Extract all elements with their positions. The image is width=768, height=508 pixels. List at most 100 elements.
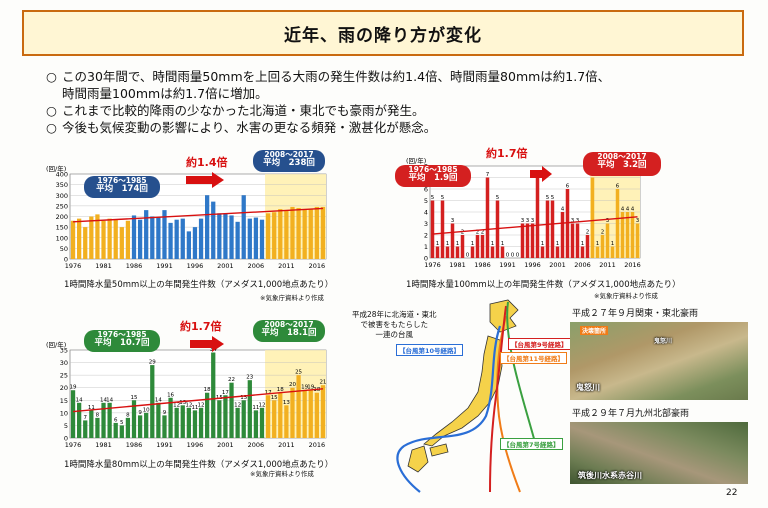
typhoon-route-map xyxy=(396,299,537,493)
bar xyxy=(302,209,307,259)
y-tick-label: 250 xyxy=(56,202,68,210)
data-label: 21 xyxy=(319,380,326,386)
bullet-item: ○ この30年間で、時間雨量50mmを上回る大雨の発生件数は約1.4倍、時間雨量8… xyxy=(46,68,746,85)
data-label: 15 xyxy=(131,395,138,401)
bar xyxy=(101,220,106,259)
page-title: 近年、雨の降り方が変化 xyxy=(22,10,744,56)
bar xyxy=(180,218,185,259)
x-tick-label: 1981 xyxy=(95,262,112,270)
bar xyxy=(198,407,204,438)
data-label: 6 xyxy=(616,184,620,190)
chart-caption: 1時間降水量100mm以上の年間発生件数（アメダス1,000地点あたり） xyxy=(406,280,681,290)
data-label: 14 xyxy=(100,397,107,403)
bar xyxy=(535,177,540,258)
bar xyxy=(89,216,94,259)
bar xyxy=(259,219,265,259)
bar xyxy=(174,219,179,259)
bar xyxy=(470,246,475,258)
map-annotation: 平成28年に北海道・東北 で被害をもたらした 一連の台風 xyxy=(352,310,437,339)
data-label: 17 xyxy=(222,390,229,396)
x-tick-label: 1976 xyxy=(65,441,82,449)
bar xyxy=(107,402,112,438)
bar xyxy=(205,392,210,438)
y-unit-label: (回/年) xyxy=(46,340,66,349)
bar xyxy=(320,385,326,438)
y-tick-label: 50 xyxy=(60,245,68,253)
bar xyxy=(278,392,283,438)
data-label: 19 xyxy=(301,385,308,391)
y-tick-label: 6 xyxy=(424,186,428,194)
bar xyxy=(485,177,490,258)
bar xyxy=(217,213,222,259)
bar xyxy=(610,246,615,258)
increase-ratio-label: 約1.7倍 xyxy=(180,320,222,333)
data-label: 7 xyxy=(486,172,490,178)
y-tick-label: 35 xyxy=(60,347,68,355)
x-tick-label: 2011 xyxy=(599,261,616,269)
bar xyxy=(550,200,555,258)
data-label: 8 xyxy=(96,412,100,418)
bullet-marker: ○ xyxy=(46,120,57,135)
x-tick-label: 1991 xyxy=(156,441,173,449)
data-label: 14 xyxy=(76,397,83,403)
data-label: 1 xyxy=(541,241,545,247)
bar xyxy=(205,195,210,259)
kyushu-shape xyxy=(407,445,429,473)
data-label: 9 xyxy=(163,410,167,416)
bar xyxy=(265,395,271,438)
bar xyxy=(253,410,259,438)
data-label: 2 xyxy=(481,230,485,236)
bar xyxy=(235,407,240,438)
breach-point-tag: 決壊箇所 xyxy=(580,326,609,335)
bar xyxy=(235,221,240,259)
photo-1-title: 平成２７年９月関東・東北豪雨 xyxy=(572,309,699,319)
x-tick-label: 1991 xyxy=(499,261,516,269)
bar xyxy=(253,217,259,259)
y-tick-label: 10 xyxy=(60,409,68,417)
y-tick-label: 20 xyxy=(60,384,68,392)
bar xyxy=(83,227,88,259)
increase-ratio-label: 約1.4倍 xyxy=(186,156,228,169)
bullet-marker: ○ xyxy=(46,103,57,118)
data-label: 18 xyxy=(204,387,211,393)
x-tick-label: 1976 xyxy=(424,261,441,269)
data-label: 3 xyxy=(531,218,535,224)
y-unit-label: (回/年) xyxy=(406,156,426,165)
data-label: 11 xyxy=(191,405,198,411)
data-label: 1 xyxy=(456,241,460,247)
bar xyxy=(162,415,167,438)
data-label: 4 xyxy=(631,207,635,213)
bullet-text: 時間雨量100mmは約1.7倍に増加。 xyxy=(62,86,268,101)
x-tick-label: 1986 xyxy=(126,441,143,449)
bar xyxy=(630,212,635,258)
data-label: 12 xyxy=(173,402,180,408)
trend-line xyxy=(432,216,638,235)
source-note: ※気象庁資料より作成 xyxy=(250,470,314,478)
bar xyxy=(144,210,149,259)
bar xyxy=(450,223,455,258)
bar xyxy=(119,425,124,438)
y-tick-label: 3 xyxy=(424,220,428,228)
data-label: 23 xyxy=(246,375,253,381)
bar xyxy=(229,215,234,259)
x-tick-label: 2016 xyxy=(309,262,326,270)
bullet-text: この30年間で、時間雨量50mmを上回る大雨の発生件数は約1.4倍、時間雨量80… xyxy=(62,69,611,84)
bar xyxy=(284,405,289,438)
data-label: 5 xyxy=(441,195,445,201)
bar xyxy=(125,417,131,438)
bar xyxy=(113,422,118,438)
x-tick-label: 1981 xyxy=(95,441,112,449)
data-label: 3 xyxy=(636,218,640,224)
data-label: 22 xyxy=(228,377,235,383)
bar xyxy=(144,412,149,438)
data-label: 0 xyxy=(506,253,510,259)
data-label: 12 xyxy=(259,402,266,408)
data-label: 1 xyxy=(446,241,450,247)
bar xyxy=(545,200,550,258)
data-label: 5 xyxy=(546,195,550,201)
y-tick-label: 2 xyxy=(424,232,428,240)
bar xyxy=(217,400,222,438)
bar xyxy=(460,235,465,258)
data-label: 5 xyxy=(431,195,435,201)
